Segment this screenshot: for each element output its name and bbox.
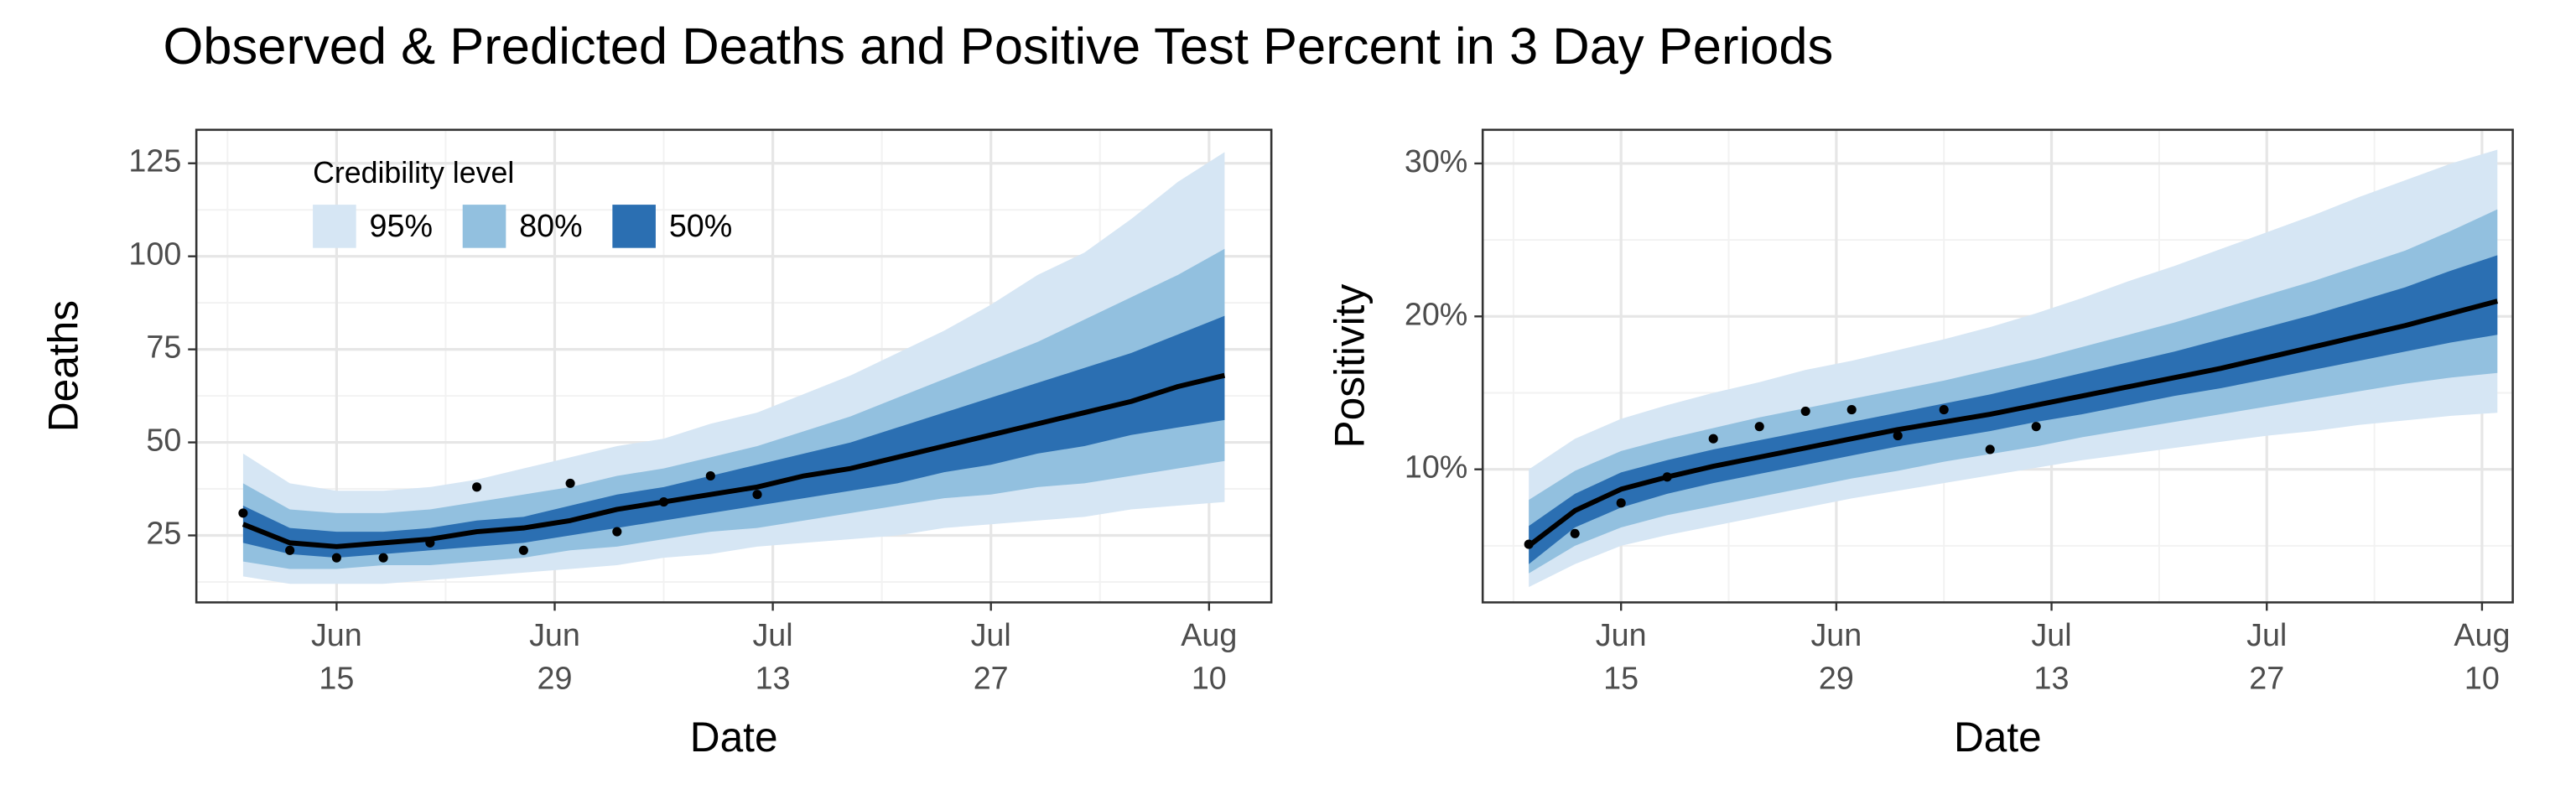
observed-point	[565, 478, 575, 488]
x-axis-title: Date	[690, 714, 778, 761]
y-tick-label: 10%	[1405, 449, 1467, 485]
y-tick-label: 20%	[1405, 296, 1467, 331]
observed-point	[2031, 422, 2041, 432]
x-tick-label: Jul 13	[2031, 619, 2072, 698]
observed-point	[472, 482, 482, 492]
observed-point	[1893, 431, 1903, 441]
observed-point	[705, 470, 715, 481]
legend-title: Credibility level	[313, 156, 514, 190]
observed-point	[425, 538, 435, 548]
panel-border	[1481, 128, 2514, 604]
x-tick-label-box: Aug 10	[1181, 619, 1238, 698]
legend-label: 50%	[669, 208, 732, 243]
y-tick-label: 50	[146, 423, 181, 458]
x-tick-label: Aug 10	[1181, 619, 1238, 698]
figure-title: Observed & Predicted Deaths and Positive…	[163, 18, 1833, 75]
observed-point	[752, 490, 762, 500]
x-tick-label: Aug 10	[2454, 619, 2511, 698]
panel	[1481, 128, 2514, 604]
x-tick-label-box: Jul 13	[2031, 619, 2072, 698]
x-tick-label: Jun 15	[1595, 619, 1647, 698]
observed-point	[1939, 405, 1949, 415]
x-tick-label-box: Jun 29	[1810, 619, 1862, 698]
observed-point	[331, 553, 341, 563]
legend-label: 95%	[370, 208, 433, 243]
x-tick-label-box: Jun 15	[310, 619, 362, 698]
median-line	[1527, 299, 2499, 548]
observed-point	[1524, 539, 1534, 549]
panel	[195, 128, 1273, 604]
observed-point	[1846, 405, 1857, 415]
observed-point	[518, 545, 528, 555]
observed-point	[1616, 498, 1626, 508]
y-tick-label: 125	[128, 143, 181, 179]
observed-point	[378, 553, 388, 563]
credible-band	[242, 248, 1225, 569]
observed-point	[612, 527, 622, 537]
x-tick-label: Jun 29	[1810, 619, 1862, 698]
observed-point	[1985, 444, 1995, 454]
x-tick-label-box: Jul 27	[970, 619, 1011, 698]
observed-point	[1708, 434, 1718, 444]
y-axis-title: Positivity	[1327, 284, 1374, 449]
observed-point	[285, 545, 295, 555]
x-tick-label-box: Aug 10	[2454, 619, 2511, 698]
y-tick-label: 75	[146, 330, 181, 365]
observed-point	[238, 508, 248, 518]
credible-band	[242, 315, 1225, 558]
observed-point	[658, 497, 669, 507]
legend-swatch	[612, 205, 656, 248]
y-tick-label: 30%	[1405, 143, 1467, 179]
observed-point	[1754, 422, 1764, 432]
legend-label: 80%	[519, 208, 582, 243]
y-tick-label: 25	[146, 515, 181, 550]
legend-swatch	[462, 205, 506, 248]
x-tick-label-box: Jul 13	[752, 619, 793, 698]
x-axis-title: Date	[1954, 714, 2042, 761]
x-tick-label: Jun 15	[310, 619, 362, 698]
median-line	[242, 372, 1226, 549]
observed-point	[1662, 472, 1672, 482]
x-tick-label: Jul 27	[2246, 619, 2288, 698]
x-tick-label-box: Jun 29	[529, 619, 580, 698]
y-axis-title: Deaths	[39, 300, 86, 432]
y-tick-label: 100	[128, 236, 181, 272]
x-tick-label: Jun 29	[529, 619, 580, 698]
x-tick-label: Jul 13	[752, 619, 793, 698]
x-tick-label-box: Jun 15	[1595, 619, 1647, 698]
legend-swatch	[313, 205, 356, 248]
observed-point	[1800, 406, 1810, 416]
x-tick-label: Jul 27	[970, 619, 1011, 698]
observed-point	[1570, 528, 1580, 538]
x-tick-label-box: Jul 27	[2246, 619, 2288, 698]
panel-border	[195, 128, 1273, 604]
